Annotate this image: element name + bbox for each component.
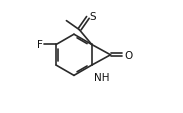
- Text: F: F: [37, 40, 43, 50]
- Text: O: O: [124, 50, 132, 60]
- Text: S: S: [90, 12, 96, 22]
- Text: NH: NH: [94, 72, 109, 82]
